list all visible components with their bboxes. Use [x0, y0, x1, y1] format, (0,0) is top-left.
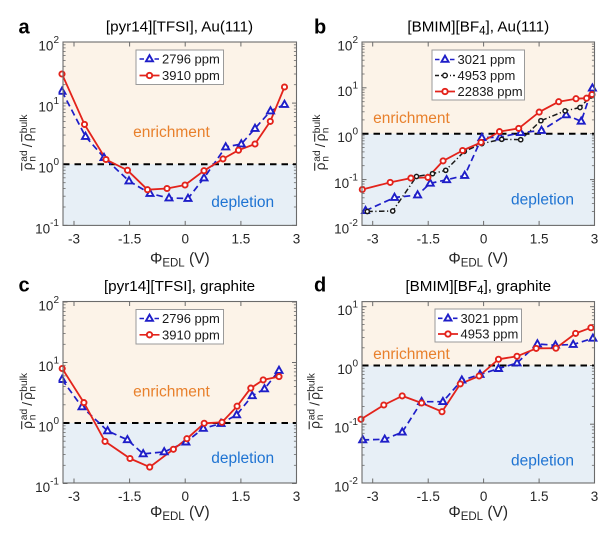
svg-text:0: 0 [181, 489, 189, 504]
svg-text:10-1: 10-1 [35, 218, 59, 237]
svg-text:depletion: depletion [211, 450, 274, 467]
svg-text:2796 ppm: 2796 ppm [162, 52, 220, 67]
svg-text:enrichment: enrichment [133, 124, 210, 141]
svg-text:3021 ppm: 3021 ppm [458, 52, 516, 67]
svg-text:a: a [19, 17, 31, 39]
svg-text:depletion: depletion [211, 194, 274, 211]
svg-text:10-1: 10-1 [35, 476, 59, 495]
svg-text:1.5: 1.5 [232, 231, 251, 246]
svg-text:100: 100 [337, 127, 358, 146]
svg-text:0: 0 [181, 231, 189, 246]
svg-text:0: 0 [480, 231, 488, 246]
svg-text:3910 ppm: 3910 ppm [162, 68, 220, 83]
svg-text:-1.5: -1.5 [417, 489, 440, 504]
svg-text:10-2: 10-2 [334, 218, 358, 237]
svg-text:1.5: 1.5 [530, 489, 549, 504]
svg-text:-3: -3 [367, 231, 379, 246]
svg-text:3: 3 [293, 489, 301, 504]
svg-text:ρnad/ρnbulk: ρnad/ρnbulk [19, 372, 39, 429]
svg-text:3: 3 [591, 489, 599, 504]
svg-text:enrichment: enrichment [373, 110, 450, 127]
svg-text:-3: -3 [68, 489, 80, 504]
svg-text:101: 101 [337, 81, 358, 100]
svg-text:3910 ppm: 3910 ppm [162, 327, 220, 342]
svg-text:100: 100 [337, 358, 358, 377]
svg-text:-1.5: -1.5 [417, 231, 440, 246]
svg-text:101: 101 [38, 96, 59, 115]
svg-text:100: 100 [38, 416, 59, 435]
svg-text:[pyr14][TFSI], graphite: [pyr14][TFSI], graphite [104, 278, 255, 295]
svg-text:10-2: 10-2 [334, 476, 358, 495]
svg-text:10-1: 10-1 [334, 417, 358, 436]
svg-text:-3: -3 [68, 231, 80, 246]
svg-text:22838 ppm: 22838 ppm [458, 84, 523, 99]
svg-text:101: 101 [38, 355, 59, 374]
svg-text:102: 102 [38, 295, 59, 314]
svg-text:ΦEDL (V): ΦEDL (V) [448, 251, 508, 270]
svg-text:ρnad/ρnbulk: ρnad/ρnbulk [19, 114, 39, 171]
svg-text:2796 ppm: 2796 ppm [162, 311, 220, 326]
svg-text:-3: -3 [367, 489, 379, 504]
svg-text:3021 ppm: 3021 ppm [461, 311, 519, 326]
svg-text:10-1: 10-1 [334, 172, 358, 191]
svg-text:depletion: depletion [511, 192, 574, 209]
svg-text:101: 101 [337, 300, 358, 319]
svg-text:-1.5: -1.5 [118, 231, 141, 246]
svg-text:3: 3 [293, 231, 301, 246]
svg-text:ρnad/ρnbulk: ρnad/ρnbulk [307, 372, 327, 429]
svg-text:ρnad/ρnbulk: ρnad/ρnbulk [312, 114, 332, 171]
svg-text:0: 0 [480, 489, 488, 504]
svg-text:3: 3 [591, 231, 599, 246]
svg-text:[pyr14][TFSI], Au(111): [pyr14][TFSI], Au(111) [106, 19, 253, 36]
svg-text:4953 ppm: 4953 ppm [461, 327, 519, 342]
svg-text:c: c [19, 275, 30, 297]
svg-text:enrichment: enrichment [133, 384, 210, 401]
svg-text:[BMIM][BF4], graphite: [BMIM][BF4], graphite [405, 278, 551, 297]
svg-text:4953 ppm: 4953 ppm [458, 68, 516, 83]
svg-text:ΦEDL (V): ΦEDL (V) [448, 504, 508, 523]
svg-text:b: b [314, 17, 326, 39]
svg-text:-1.5: -1.5 [118, 489, 141, 504]
svg-text:depletion: depletion [511, 453, 574, 470]
svg-text:enrichment: enrichment [373, 346, 450, 363]
svg-text:100: 100 [38, 157, 59, 176]
svg-text:102: 102 [337, 35, 358, 54]
svg-text:1.5: 1.5 [232, 489, 251, 504]
svg-text:102: 102 [38, 35, 59, 54]
svg-text:[BMIM][BF4], Au(111): [BMIM][BF4], Au(111) [407, 19, 549, 38]
svg-text:ΦEDL (V): ΦEDL (V) [150, 251, 210, 270]
svg-text:d: d [314, 275, 326, 297]
svg-text:ΦEDL (V): ΦEDL (V) [150, 504, 210, 523]
svg-text:1.5: 1.5 [530, 231, 549, 246]
